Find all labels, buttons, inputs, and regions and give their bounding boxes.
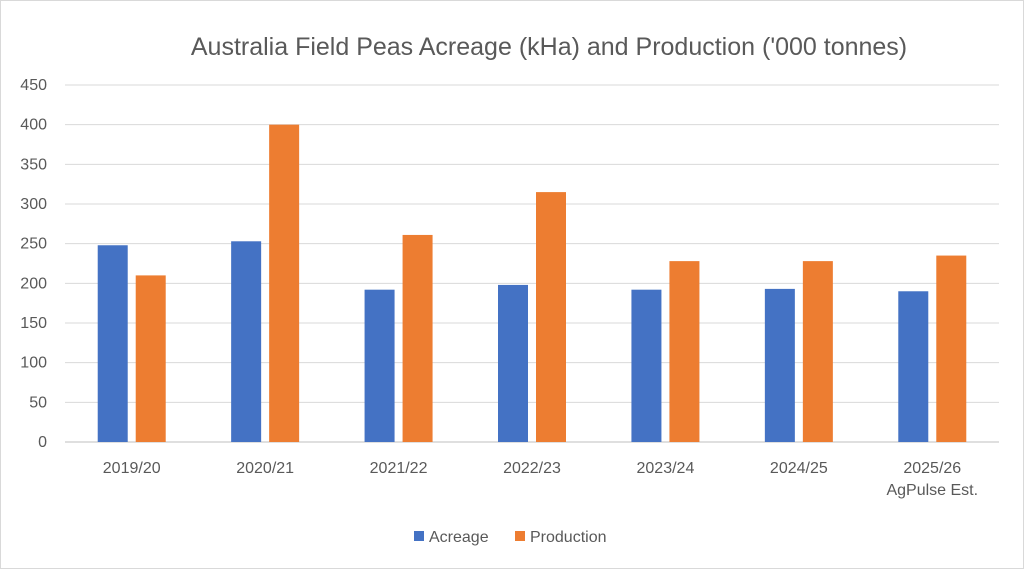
y-axis: 0 50 100 150 200 250 300 350 400 450 — [20, 77, 47, 451]
bar-acreage-2 — [364, 289, 395, 442]
bar-production-4 — [669, 261, 700, 442]
chart-title: Australia Field Peas Acreage (kHa) and P… — [191, 33, 907, 61]
bar-production-6 — [936, 255, 967, 442]
bar-acreage-3 — [498, 284, 528, 442]
y-tick-label: 150 — [20, 315, 47, 332]
bar-production-1 — [269, 124, 300, 443]
x-tick-label: 2024/25 — [770, 460, 828, 477]
y-tick-label: 200 — [20, 275, 47, 292]
y-tick-label: 400 — [20, 117, 47, 134]
legend-label-production: Production — [530, 529, 607, 546]
x-tick-label: AgPulse Est. — [886, 482, 978, 499]
legend: Acreage Production — [414, 529, 607, 546]
legend-label-acreage: Acreage — [429, 529, 489, 546]
bars — [97, 124, 967, 443]
gridlines — [65, 84, 999, 443]
x-tick-label: 2025/26 — [903, 460, 961, 477]
bar-production-3 — [536, 192, 566, 442]
bar-acreage-0 — [97, 245, 128, 442]
bar-production-0 — [135, 275, 166, 442]
x-tick-label: 2020/21 — [236, 460, 294, 477]
y-tick-label: 450 — [20, 77, 47, 94]
x-tick-label: 2019/20 — [103, 460, 161, 477]
bar-production-5 — [802, 261, 833, 442]
bar-acreage-5 — [764, 288, 795, 442]
y-tick-label: 350 — [20, 156, 47, 173]
bar-acreage-1 — [231, 241, 262, 442]
bar-acreage-6 — [898, 291, 929, 442]
x-tick-label: 2021/22 — [370, 460, 428, 477]
x-axis: 2019/20 2020/21 2021/22 2022/23 2023/24 2024/… — [103, 460, 978, 499]
y-tick-label: 300 — [20, 196, 47, 213]
y-tick-label: 0 — [38, 434, 47, 451]
x-tick-label: 2023/24 — [637, 460, 695, 477]
bar-acreage-4 — [631, 289, 662, 442]
legend-swatch-production — [515, 531, 525, 541]
legend-swatch-acreage — [414, 531, 424, 541]
x-tick-label: 2022/23 — [503, 460, 561, 477]
bar-production-2 — [402, 234, 433, 442]
y-tick-label: 50 — [29, 394, 47, 411]
y-tick-label: 250 — [20, 236, 47, 253]
y-tick-label: 100 — [20, 355, 47, 372]
